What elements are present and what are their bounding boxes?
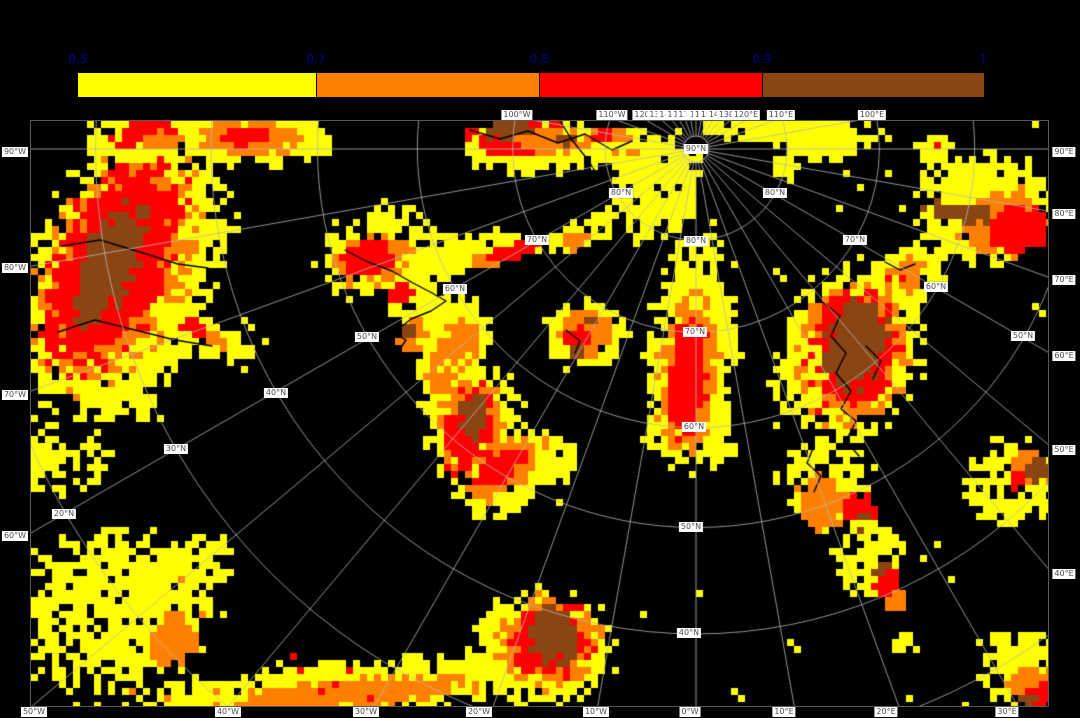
longitude-label-top: 100°W [501, 110, 533, 120]
latitude-label: 70°N [524, 235, 550, 245]
longitude-label-bottom: 30°W [352, 707, 380, 717]
latitude-label: 50°N [354, 332, 380, 342]
colorbar-tick-label: 0.5 [68, 52, 88, 66]
longitude-label-bottom: 10°E [772, 707, 796, 717]
colorbar: 0.5 0.7 0.8 0.9 1 [68, 52, 987, 97]
longitude-label-right: 60°E [1052, 351, 1076, 361]
longitude-label-bottom: 20°E [874, 707, 898, 717]
longitude-label-top: 110°E [766, 110, 796, 120]
map-frame [30, 120, 1049, 707]
longitude-label-top: 130°E [716, 110, 746, 120]
longitude-label-right: 90°E [1052, 147, 1076, 157]
latitude-label: 60°N [442, 284, 468, 294]
latitude-label: 40°N [263, 388, 289, 398]
colorbar-segment-0.5-0.7 [78, 73, 316, 97]
longitude-label-bottom: 40°W [214, 707, 242, 717]
colorbar-segment-0.9-1 [762, 73, 984, 97]
longitude-label-left: 80°W [1, 263, 29, 273]
longitude-label-top: 100°E [857, 110, 887, 120]
longitude-label-bottom: 20°W [465, 707, 493, 717]
latitude-label: 40°N [676, 628, 702, 638]
latitude-label: 60°N [923, 282, 949, 292]
longitude-label-bottom: 30°E [995, 707, 1019, 717]
longitude-label-right: 50°E [1052, 445, 1076, 455]
longitude-label-left: 60°W [1, 531, 29, 541]
longitude-label-left: 70°W [1, 390, 29, 400]
longitude-label-right: 70°E [1052, 275, 1076, 285]
colorbar-tick-label: 0.7 [306, 52, 326, 66]
colorbar-segment-0.8-0.9 [539, 73, 763, 97]
latitude-label: 60°N [681, 422, 707, 432]
latitude-label: 30°N [163, 444, 189, 454]
latitude-label: 70°N [842, 235, 868, 245]
latitude-label: 50°N [1010, 331, 1036, 341]
latitude-label: 20°N [51, 509, 77, 519]
longitude-label-top: 110°W [596, 110, 628, 120]
latitude-label: 90°N [683, 144, 709, 154]
latitude-label: 50°N [678, 522, 704, 532]
colorbar-tick-label: 0.9 [752, 52, 772, 66]
map-canvas [31, 121, 1048, 706]
longitude-label-bottom: 0°W [679, 707, 701, 717]
longitude-label-top: 120°E [731, 110, 761, 120]
latitude-label: 80°N [683, 236, 709, 246]
longitude-label-bottom: 50°W [20, 707, 48, 717]
latitude-label: 80°N [608, 188, 634, 198]
latitude-label: 80°N [762, 188, 788, 198]
longitude-label-right: 40°E [1052, 569, 1076, 579]
colorbar-tick-label: 0.8 [529, 52, 549, 66]
latitude-label: 70°N [682, 327, 708, 337]
longitude-label-right: 80°E [1052, 209, 1076, 219]
colorbar-segment-0.7-0.8 [316, 73, 540, 97]
longitude-label-bottom: 10°W [582, 707, 610, 717]
longitude-label-left: 90°W [1, 147, 29, 157]
colorbar-tick-label: 1 [979, 52, 987, 66]
